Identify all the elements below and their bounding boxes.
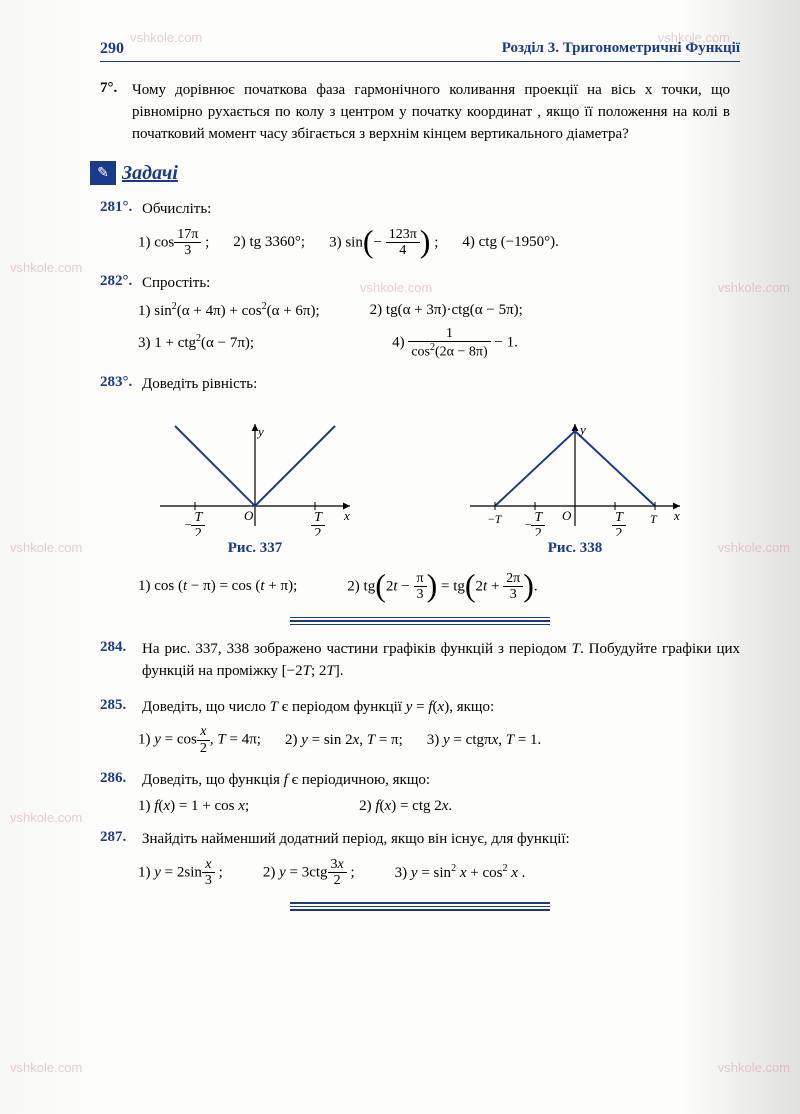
svg-text:O: O	[244, 508, 254, 523]
svg-text:T: T	[650, 512, 658, 526]
svg-text:x: x	[673, 508, 680, 523]
problem-281: 281°. Обчисліть: 1) cos17π3 ; 2) tg 3360…	[100, 199, 740, 259]
problem-label: Доведіть, що число T є періодом функції …	[142, 697, 740, 719]
problem-number: 287.	[100, 829, 138, 846]
graph-337: y x O −T2 T2	[150, 416, 360, 536]
problem-287: 287. Знайдіть найменший додатний період,…	[100, 829, 740, 889]
problem-number: 286.	[100, 770, 138, 787]
problem-number: 281°.	[100, 199, 138, 216]
problem-label: Спростіть:	[142, 273, 740, 295]
figure-caption: Рис. 338	[460, 540, 690, 557]
page-number: 290	[100, 40, 124, 58]
problem-label: Знайдіть найменший додатний період, якщо…	[142, 829, 740, 851]
problem-number: 282°.	[100, 273, 138, 290]
svg-text:y: y	[256, 424, 264, 439]
problem-text: Чому дорівнює початкова фаза гармонічног…	[132, 80, 730, 145]
figures-row: y x O −T2 T2 Рис. 337 y x O −T −T2 T2 T …	[100, 416, 740, 557]
separator	[290, 902, 550, 911]
math-expressions: 1) y = 2sinx3 ; 2) y = 3ctg3x2 ; 3) y = …	[138, 857, 740, 889]
svg-text:O: O	[562, 508, 572, 523]
problem-label: Доведіть, що функція f є періодичною, як…	[142, 770, 740, 792]
pencil-icon: ✎	[90, 161, 116, 185]
math-expressions: 1) cos17π3 ; 2) tg 3360°; 3) sin(− 123π4…	[138, 227, 740, 259]
math-expressions: 1) y = cosx2, T = 4π; 2) y = sin 2x, T =…	[138, 724, 740, 756]
watermark: vshkole.com	[10, 540, 82, 555]
math-expressions: 1) sin2(α + 4π) + cos2(α + 6π); 2) tg(α …	[138, 301, 740, 320]
problem-text: На рис. 337, 338 зображено частини графі…	[142, 639, 740, 683]
figure-337: y x O −T2 T2 Рис. 337	[150, 416, 360, 557]
problem-283: 283°. Доведіть рівність:	[100, 374, 740, 396]
section-header: ✎ Задачі	[90, 161, 740, 185]
math-expressions: 1) cos (t − π) = cos (t + π); 2) tg(2t −…	[138, 571, 740, 603]
chapter-title: Розділ 3. Тригонометричні Функції	[502, 40, 740, 58]
section-title: Задачі	[122, 162, 178, 185]
figure-caption: Рис. 337	[150, 540, 360, 557]
watermark: vshkole.com	[718, 1060, 790, 1075]
problem-number: 283°.	[100, 374, 138, 391]
svg-text:y: y	[578, 422, 586, 437]
watermark: vshkole.com	[10, 260, 82, 275]
separator	[290, 617, 550, 626]
svg-text:x: x	[343, 508, 350, 523]
math-expressions: 3) 1 + ctg2(α − 7π); 4) 1cos2(2α − 8π) −…	[138, 326, 740, 360]
problem-number: 284.	[100, 639, 138, 656]
page-header: 290 Розділ 3. Тригонометричні Функції	[100, 40, 740, 62]
textbook-page: vshkole.com vshkole.com vshkole.com vshk…	[0, 0, 800, 1114]
problem-286: 286. Доведіть, що функція f є періодично…	[100, 770, 740, 815]
watermark: vshkole.com	[10, 810, 82, 825]
problem-label: Обчисліть:	[142, 199, 740, 221]
problem-number: 7°.	[100, 80, 128, 97]
graph-338: y x O −T −T2 T2 T	[460, 416, 690, 536]
problem-number: 285.	[100, 697, 138, 714]
watermark: vshkole.com	[10, 1060, 82, 1075]
problem-7: 7°. Чому дорівнює початкова фаза гармоні…	[100, 80, 740, 145]
problem-285: 285. Доведіть, що число T є періодом фун…	[100, 697, 740, 757]
problem-282: 282°. Спростіть: 1) sin2(α + 4π) + cos2(…	[100, 273, 740, 360]
math-expressions: 1) f(x) = 1 + cos x; 2) f(x) = ctg 2x.	[138, 798, 740, 815]
problem-label: Доведіть рівність:	[142, 374, 740, 396]
figure-338: y x O −T −T2 T2 T Рис. 338	[460, 416, 690, 557]
svg-text:−T: −T	[488, 512, 503, 526]
problem-284: 284. На рис. 337, 338 зображено частини …	[100, 639, 740, 683]
